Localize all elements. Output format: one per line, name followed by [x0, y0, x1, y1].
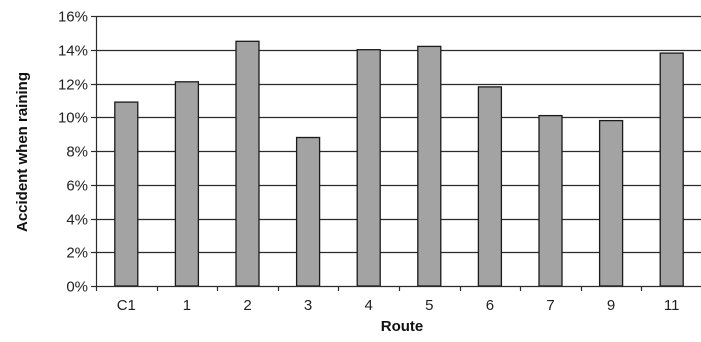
x-tick-label: 7 — [546, 297, 554, 314]
bar-11 — [659, 52, 684, 287]
y-tick-label: 14% — [58, 43, 88, 60]
x-tick-labels: C1 1 2 3 4 5 6 7 9 11 — [117, 297, 680, 314]
bar-9 — [598, 119, 624, 287]
x-tick-label: C1 — [117, 297, 136, 314]
x-tick-label: 1 — [183, 297, 191, 314]
x-tick-label: 3 — [304, 297, 312, 314]
y-tick-label: 8% — [66, 144, 88, 161]
x-tick-label: 5 — [425, 297, 433, 314]
y-axis-title: Accident when raining — [14, 72, 31, 232]
y-tick-label: 4% — [66, 212, 88, 229]
bar-5 — [417, 45, 442, 287]
bar-1 — [174, 81, 200, 287]
bar-2 — [235, 40, 260, 287]
x-tick-label: 11 — [664, 297, 680, 314]
y-tick-label: 6% — [66, 178, 88, 195]
y-tick-label: 2% — [66, 245, 88, 262]
y-tick-label: 10% — [58, 110, 88, 127]
bars — [114, 40, 684, 287]
x-axis-title: Route — [381, 318, 424, 335]
bar-4 — [356, 49, 381, 287]
bar-3 — [295, 136, 321, 287]
x-tick-label: 9 — [607, 297, 615, 314]
bar-6 — [477, 86, 503, 287]
x-tick-label: 6 — [486, 297, 494, 314]
y-tick-label: 0% — [66, 279, 88, 296]
y-tick-labels: 0% 2% 4% 6% 8% 10% 12% 14% 16% — [58, 9, 88, 296]
x-tick-label: 4 — [365, 297, 373, 314]
axes — [91, 15, 701, 291]
bar-C1 — [114, 101, 139, 287]
x-tick-label: 2 — [243, 297, 251, 314]
bar-7 — [538, 114, 563, 287]
y-tick-label: 16% — [58, 9, 88, 26]
y-tick-label: 12% — [58, 77, 88, 94]
